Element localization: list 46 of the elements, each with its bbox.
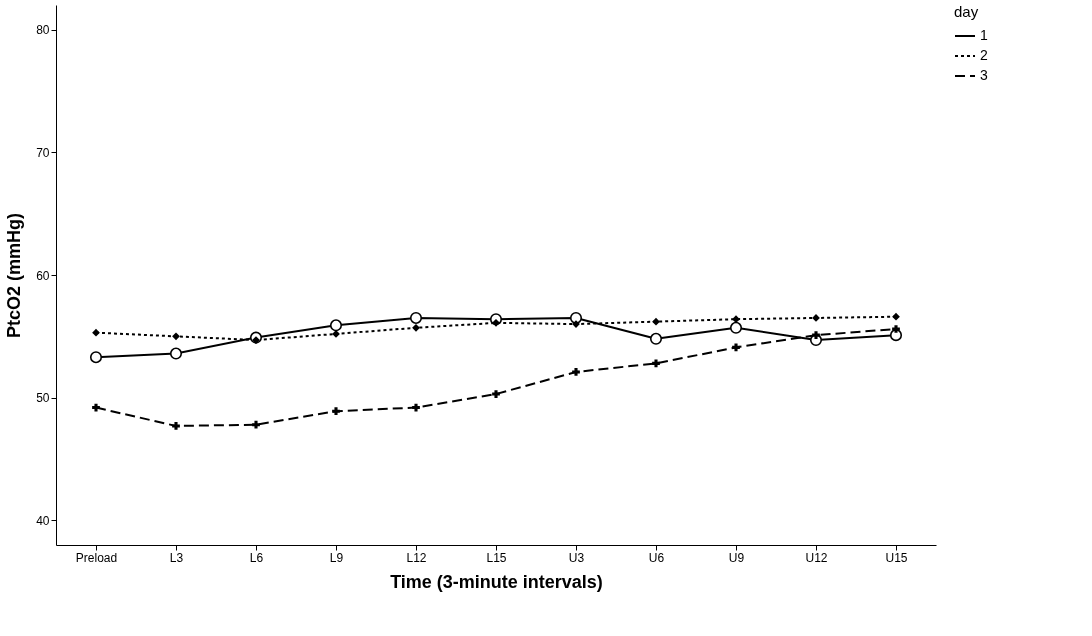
x-tick-label: L15 <box>486 550 507 565</box>
x-tick-label: U12 <box>805 550 828 565</box>
x-tick-label: L6 <box>249 550 264 565</box>
x-tick-label: U3 <box>568 550 585 565</box>
point <box>412 403 420 412</box>
x-tick-label: U9 <box>728 550 745 565</box>
point <box>172 332 180 341</box>
point <box>729 321 743 334</box>
x-tick-label: L3 <box>169 550 184 565</box>
y-tick-label: 60 <box>36 268 50 283</box>
point <box>169 347 183 360</box>
point <box>329 319 343 332</box>
y-tick-label: 70 <box>36 145 50 160</box>
point <box>172 422 180 430</box>
legend-label: 2 <box>980 47 988 63</box>
x-tick-label: L12 <box>406 550 427 565</box>
x-tick-label: U6 <box>648 550 665 565</box>
legend-title: day <box>954 3 979 20</box>
point <box>732 343 740 352</box>
x-axis-title: Time (3-minute intervals) <box>390 571 603 592</box>
legend-label: 1 <box>980 27 988 43</box>
point <box>492 318 500 327</box>
point <box>92 328 100 337</box>
point <box>892 325 900 333</box>
legend-label: 3 <box>980 67 988 83</box>
point <box>652 317 660 326</box>
y-tick-label: 40 <box>36 513 50 528</box>
point <box>92 403 100 412</box>
y-tick-label: 50 <box>36 391 50 406</box>
point <box>332 407 340 416</box>
x-tick-label: U15 <box>885 550 908 565</box>
point <box>252 420 260 429</box>
point <box>492 390 500 398</box>
x-tick-label: Preload <box>75 550 118 565</box>
y-axis-title: PtcO2 (mmHg) <box>4 212 25 339</box>
point <box>892 312 900 321</box>
x-tick-label: L9 <box>329 550 344 565</box>
point <box>649 332 663 345</box>
point <box>569 311 583 324</box>
point <box>572 368 580 376</box>
point <box>89 351 103 364</box>
point <box>652 359 660 368</box>
y-tick-label: 80 <box>36 23 50 38</box>
point <box>409 311 423 324</box>
point <box>412 323 420 332</box>
point <box>812 331 820 340</box>
